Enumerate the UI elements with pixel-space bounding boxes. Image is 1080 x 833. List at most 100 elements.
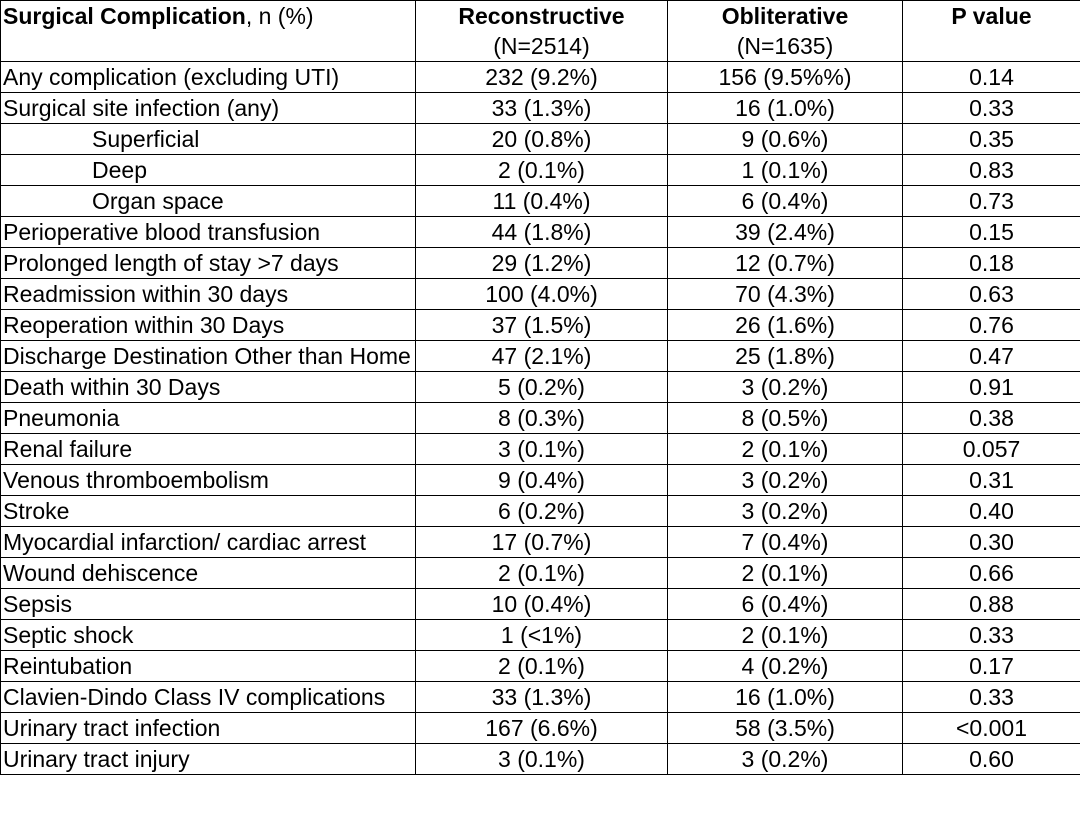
p-value: 0.76	[902, 309, 1080, 341]
table-row: Pneumonia 8 (0.3%) 8 (0.5%) 0.38	[0, 402, 1080, 434]
reconstructive-value: 29 (1.2%)	[415, 247, 668, 279]
reconstructive-value: 11 (0.4%)	[415, 185, 668, 217]
obliterative-value: 16 (1.0%)	[667, 92, 903, 124]
p-value: 0.63	[902, 278, 1080, 310]
obliterative-value: 2 (0.1%)	[667, 433, 903, 465]
obliterative-value: 25 (1.8%)	[667, 340, 903, 372]
reconstructive-value: 3 (0.1%)	[415, 743, 668, 775]
reconstructive-value: 1 (<1%)	[415, 619, 668, 651]
header-p-value: P value	[902, 0, 1080, 62]
complication-label: Organ space	[0, 185, 416, 217]
complication-label: Superficial	[0, 123, 416, 155]
complication-label: Myocardial infarction/ cardiac arrest	[0, 526, 416, 558]
reconstructive-value: 167 (6.6%)	[415, 712, 668, 744]
obliterative-value: 26 (1.6%)	[667, 309, 903, 341]
obliterative-value: 16 (1.0%)	[667, 681, 903, 713]
complication-label: Wound dehiscence	[0, 557, 416, 589]
complication-label: Readmission within 30 days	[0, 278, 416, 310]
reconstructive-value: 3 (0.1%)	[415, 433, 668, 465]
reconstructive-value: 10 (0.4%)	[415, 588, 668, 620]
table-row: Prolonged length of stay >7 days 29 (1.2%…	[0, 247, 1080, 279]
complication-label: Perioperative blood transfusion	[0, 216, 416, 248]
table-row: Myocardial infarction/ cardiac arrest 17 …	[0, 526, 1080, 558]
p-value: 0.66	[902, 557, 1080, 589]
table-row: Reintubation 2 (0.1%) 4 (0.2%) 0.17	[0, 650, 1080, 682]
complication-label: Clavien-Dindo Class IV complications	[0, 681, 416, 713]
table-row: Death within 30 Days 5 (0.2%) 3 (0.2%) 0.91	[0, 371, 1080, 403]
table-row: Deep 2 (0.1%) 1 (0.1%) 0.83	[0, 154, 1080, 186]
reconstructive-value: 20 (0.8%)	[415, 123, 668, 155]
obliterative-value: 1 (0.1%)	[667, 154, 903, 186]
obliterative-value: 58 (3.5%)	[667, 712, 903, 744]
table-row: Any complication (excluding UTI) 232 (9.2…	[0, 61, 1080, 93]
complication-label: Any complication (excluding UTI)	[0, 61, 416, 93]
p-value: 0.33	[902, 619, 1080, 651]
complication-label: Urinary tract injury	[0, 743, 416, 775]
header-reconstructive: Reconstructive (N=2514)	[415, 0, 668, 62]
table-row: Venous thromboembolism 9 (0.4%) 3 (0.2%) 0.…	[0, 464, 1080, 496]
table-row: Renal failure 3 (0.1%) 2 (0.1%) 0.057	[0, 433, 1080, 465]
reconstructive-value: 5 (0.2%)	[415, 371, 668, 403]
table-row: Wound dehiscence 2 (0.1%) 2 (0.1%) 0.66	[0, 557, 1080, 589]
table-row: Perioperative blood transfusion 44 (1.8%)…	[0, 216, 1080, 248]
p-value: 0.33	[902, 92, 1080, 124]
complication-label: Septic shock	[0, 619, 416, 651]
table-row: Discharge Destination Other than Home 47 …	[0, 340, 1080, 372]
obliterative-value: 3 (0.2%)	[667, 495, 903, 527]
obliterative-value: 9 (0.6%)	[667, 123, 903, 155]
header-obliterative: Obliterative (N=1635)	[667, 0, 903, 62]
obliterative-value: 6 (0.4%)	[667, 588, 903, 620]
obliterative-value: 3 (0.2%)	[667, 464, 903, 496]
complication-label: Surgical site infection (any)	[0, 92, 416, 124]
complication-label: Venous thromboembolism	[0, 464, 416, 496]
obliterative-value: 3 (0.2%)	[667, 743, 903, 775]
p-value: <0.001	[902, 712, 1080, 744]
obliterative-value: 70 (4.3%)	[667, 278, 903, 310]
p-value: 0.18	[902, 247, 1080, 279]
complication-label: Sepsis	[0, 588, 416, 620]
complication-label: Reoperation within 30 Days	[0, 309, 416, 341]
reconstructive-value: 2 (0.1%)	[415, 154, 668, 186]
table-row: Urinary tract injury 3 (0.1%) 3 (0.2%) 0.60	[0, 743, 1080, 775]
p-value: 0.15	[902, 216, 1080, 248]
reconstructive-value: 44 (1.8%)	[415, 216, 668, 248]
reconstructive-value: 37 (1.5%)	[415, 309, 668, 341]
reconstructive-value: 6 (0.2%)	[415, 495, 668, 527]
p-value: 0.33	[902, 681, 1080, 713]
p-value: 0.60	[902, 743, 1080, 775]
reconstructive-value: 100 (4.0%)	[415, 278, 668, 310]
p-value: 0.91	[902, 371, 1080, 403]
complication-label: Pneumonia	[0, 402, 416, 434]
obliterative-value: 12 (0.7%)	[667, 247, 903, 279]
p-value: 0.83	[902, 154, 1080, 186]
reconstructive-value: 33 (1.3%)	[415, 92, 668, 124]
obliterative-value: 39 (2.4%)	[667, 216, 903, 248]
table-row: Superficial 20 (0.8%) 9 (0.6%) 0.35	[0, 123, 1080, 155]
p-value: 0.17	[902, 650, 1080, 682]
table-row: Sepsis 10 (0.4%) 6 (0.4%) 0.88	[0, 588, 1080, 620]
table-row: Surgical site infection (any) 33 (1.3%) 16…	[0, 92, 1080, 124]
p-value: 0.88	[902, 588, 1080, 620]
p-value: 0.47	[902, 340, 1080, 372]
complication-label: Reintubation	[0, 650, 416, 682]
reconstructive-value: 33 (1.3%)	[415, 681, 668, 713]
complication-label: Prolonged length of stay >7 days	[0, 247, 416, 279]
table-row: Reoperation within 30 Days 37 (1.5%) 26 (1…	[0, 309, 1080, 341]
obliterative-value: 3 (0.2%)	[667, 371, 903, 403]
p-value: 0.40	[902, 495, 1080, 527]
header-row: Surgical Complication, n (%) Reconstruct…	[0, 0, 1080, 62]
header-complication: Surgical Complication, n (%)	[0, 0, 416, 62]
complication-label: Discharge Destination Other than Home	[0, 340, 416, 372]
complication-label: Deep	[0, 154, 416, 186]
table-row: Urinary tract infection 167 (6.6%) 58 (3.5…	[0, 712, 1080, 744]
reconstructive-value: 9 (0.4%)	[415, 464, 668, 496]
p-value: 0.38	[902, 402, 1080, 434]
complication-label: Renal failure	[0, 433, 416, 465]
reconstructive-value: 2 (0.1%)	[415, 650, 668, 682]
obliterative-value: 4 (0.2%)	[667, 650, 903, 682]
p-value: 0.73	[902, 185, 1080, 217]
obliterative-value: 2 (0.1%)	[667, 619, 903, 651]
obliterative-value: 7 (0.4%)	[667, 526, 903, 558]
p-value: 0.35	[902, 123, 1080, 155]
complication-label: Stroke	[0, 495, 416, 527]
